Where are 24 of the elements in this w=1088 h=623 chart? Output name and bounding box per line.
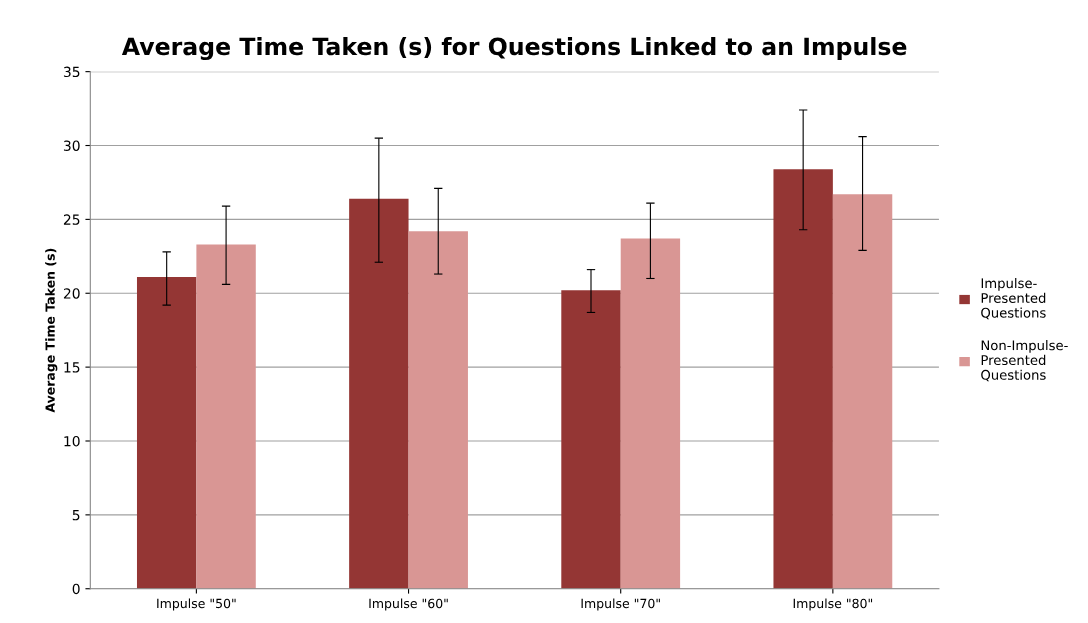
bar	[620, 238, 681, 589]
x-tick-label: Impulse "60"	[369, 598, 448, 611]
bar	[136, 277, 197, 589]
y-tick-label: 15	[64, 362, 80, 373]
y-tick-label: 5	[72, 510, 80, 521]
y-tick-label: 25	[63, 214, 80, 225]
x-tick-label: Impulse "50"	[157, 598, 236, 611]
y-tick-label: 35	[63, 66, 80, 78]
y-tick-label: 0	[72, 583, 80, 595]
x-tick-label: Impulse "70"	[581, 598, 660, 611]
bar	[773, 169, 833, 589]
x-tick-label: Impulse "80"	[793, 598, 873, 611]
legend-label: Non-Impulse- Presented Questions	[981, 340, 1068, 382]
legend-label: Impulse- Presented Questions	[981, 277, 1046, 320]
chart-title: Average Time Taken (s) for Questions Linked to an Impulse	[121, 37, 907, 61]
y-tick-label: 30	[63, 140, 80, 151]
bar	[832, 194, 893, 589]
bar	[408, 231, 468, 589]
bar	[349, 198, 409, 589]
bar	[561, 290, 621, 589]
bar	[196, 244, 256, 589]
y-axis-title: Average Time Taken (s)	[45, 248, 58, 413]
y-tick-label: 10	[64, 435, 80, 447]
y-tick-label: 20	[63, 288, 80, 299]
